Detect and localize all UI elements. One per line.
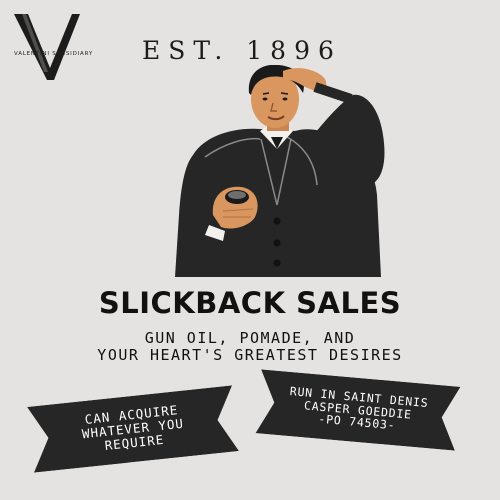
v-logo-icon <box>14 14 80 80</box>
company-logo: V VALENTINI SUBSIDIARY <box>14 10 118 80</box>
tagline: GUN OIL, POMADE, AND YOUR HEART'S GREATE… <box>0 330 500 364</box>
gentleman-illustration-icon <box>175 64 385 277</box>
ribbon-banner-icon <box>27 385 239 473</box>
logo-subsidiary-text: VALENTINI SUBSIDIARY <box>14 51 94 57</box>
acquire-banner: CAN ACQUIRE WHATEVER YOU REQUIRE <box>27 385 239 473</box>
brand-title: SLICKBACK SALES <box>98 286 402 320</box>
tagline-line-2: YOUR HEART'S GREATEST DESIRES <box>97 346 403 364</box>
location-banner: RUN IN SAINT DENIS CASPER GOEDDIE -PO 74… <box>255 369 461 451</box>
ribbon-banner-icon <box>255 369 461 451</box>
gentleman-illustration <box>165 64 390 283</box>
established-text: EST. 1896 <box>142 36 342 65</box>
tagline-line-1: GUN OIL, POMADE, AND <box>144 329 356 347</box>
